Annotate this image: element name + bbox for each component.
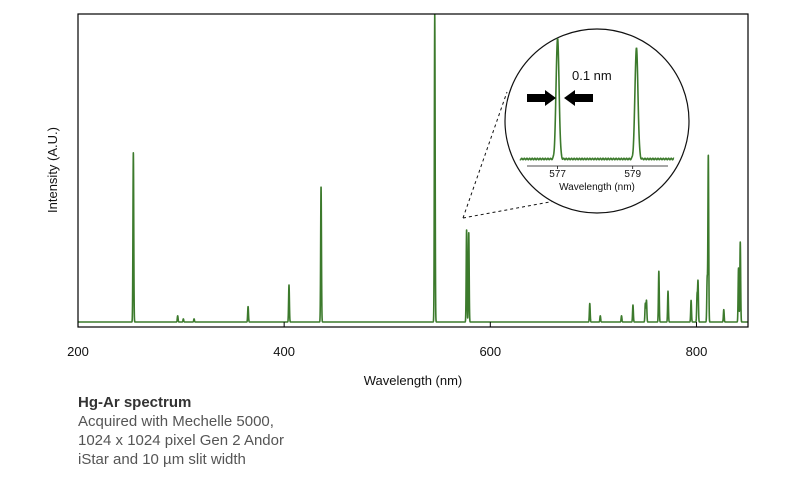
spectrum-line	[78, 14, 748, 323]
caption-line-2: 1024 x 1024 pixel Gen 2 Andor	[78, 432, 284, 449]
inset-circle	[504, 28, 690, 214]
inset-zoom: 577 579 Wavelength (nm) 0.1 nm	[504, 28, 690, 214]
zoom-dashed-line-lower	[462, 200, 556, 219]
caption-title: Hg-Ar spectrum	[78, 394, 192, 411]
caption-line-3: iStar and 10 µm slit width	[78, 451, 246, 468]
x-tick-label: 600	[479, 344, 501, 359]
arrow-left-icon	[564, 90, 593, 106]
plot-frame	[77, 13, 749, 328]
figure-caption: Hg-Ar spectrum Acquired with Mechelle 50…	[78, 393, 478, 469]
inset-spectrum-line	[519, 38, 675, 161]
fwhm-annotation: 0.1 nm	[572, 68, 612, 83]
x-axis-title: Wavelength (nm)	[364, 373, 463, 388]
inset-x-ticks: 577 579	[549, 166, 641, 180]
zoom-dashed-line-upper	[462, 91, 508, 219]
x-tick-label: 800	[686, 344, 708, 359]
inset-x-title: Wavelength (nm)	[559, 182, 635, 193]
x-axis-ticks: 200 400 600 800	[67, 322, 707, 359]
inset-tick-label: 579	[624, 169, 641, 180]
y-axis-title: Intensity (A.U.)	[45, 127, 60, 213]
inset-tick-label: 577	[549, 169, 566, 180]
arrow-right-icon	[527, 90, 556, 106]
x-tick-label: 200	[67, 344, 89, 359]
x-tick-label: 400	[273, 344, 295, 359]
caption-line-1: Acquired with Mechelle 5000,	[78, 413, 274, 430]
